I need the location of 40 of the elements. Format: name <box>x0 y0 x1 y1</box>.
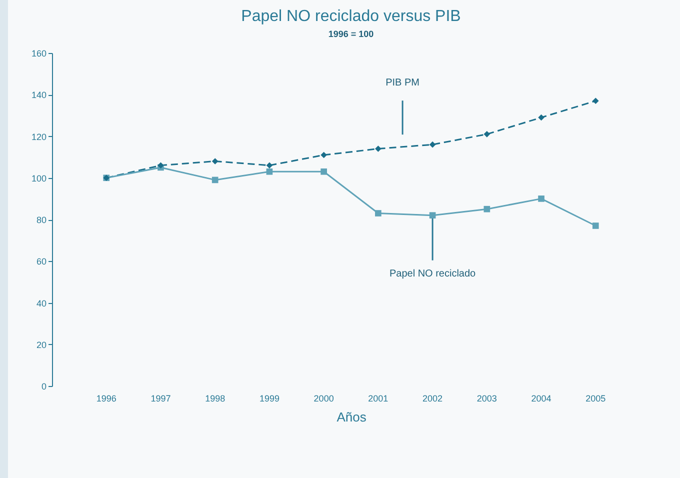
point <box>212 158 218 164</box>
point <box>538 196 544 202</box>
x-tick-label: 2000 <box>314 394 334 404</box>
y-tick-label: 160 <box>31 48 46 58</box>
point <box>538 114 544 121</box>
y-tick-label: 140 <box>31 90 46 100</box>
x-axis-title: Años <box>336 410 367 424</box>
y-tick-label: 120 <box>31 132 46 142</box>
point <box>484 131 490 138</box>
x-tick-label: 1998 <box>205 394 226 404</box>
point <box>429 141 436 148</box>
y-tick-label: 100 <box>31 173 46 184</box>
point <box>212 176 218 184</box>
point <box>592 98 599 104</box>
text: PIB PM <box>386 78 420 89</box>
x-tick-label: 1997 <box>150 394 171 404</box>
point <box>592 222 599 229</box>
y-tick-label: 80 <box>36 215 46 225</box>
y-tick-label: 60 <box>36 256 46 267</box>
x-tick-label: 2005 <box>586 394 606 404</box>
y-tick-label: 20 <box>36 340 46 350</box>
point <box>484 206 490 212</box>
x-tick-label: 2002 <box>422 394 443 404</box>
point <box>266 168 273 175</box>
x-tick-label: 1996 <box>96 394 116 404</box>
x-tick-label: 2001 <box>368 394 388 404</box>
x-tick-label: 2003 <box>476 394 497 404</box>
y-axis-title: 1996 = 100 <box>328 29 374 39</box>
point <box>266 162 273 169</box>
point <box>375 146 382 152</box>
text: Papel NO reciclado <box>389 268 476 280</box>
point <box>320 168 327 175</box>
y-tick-label: 0 <box>41 382 46 392</box>
point <box>320 152 327 158</box>
chart-title: Papel NO reciclado versus PIB <box>241 8 461 25</box>
x-tick-label: 2004 <box>531 394 552 404</box>
point <box>429 212 436 218</box>
point <box>375 210 382 216</box>
y-tick-label: 40 <box>36 298 46 308</box>
x-tick-label: 1999 <box>259 394 280 404</box>
